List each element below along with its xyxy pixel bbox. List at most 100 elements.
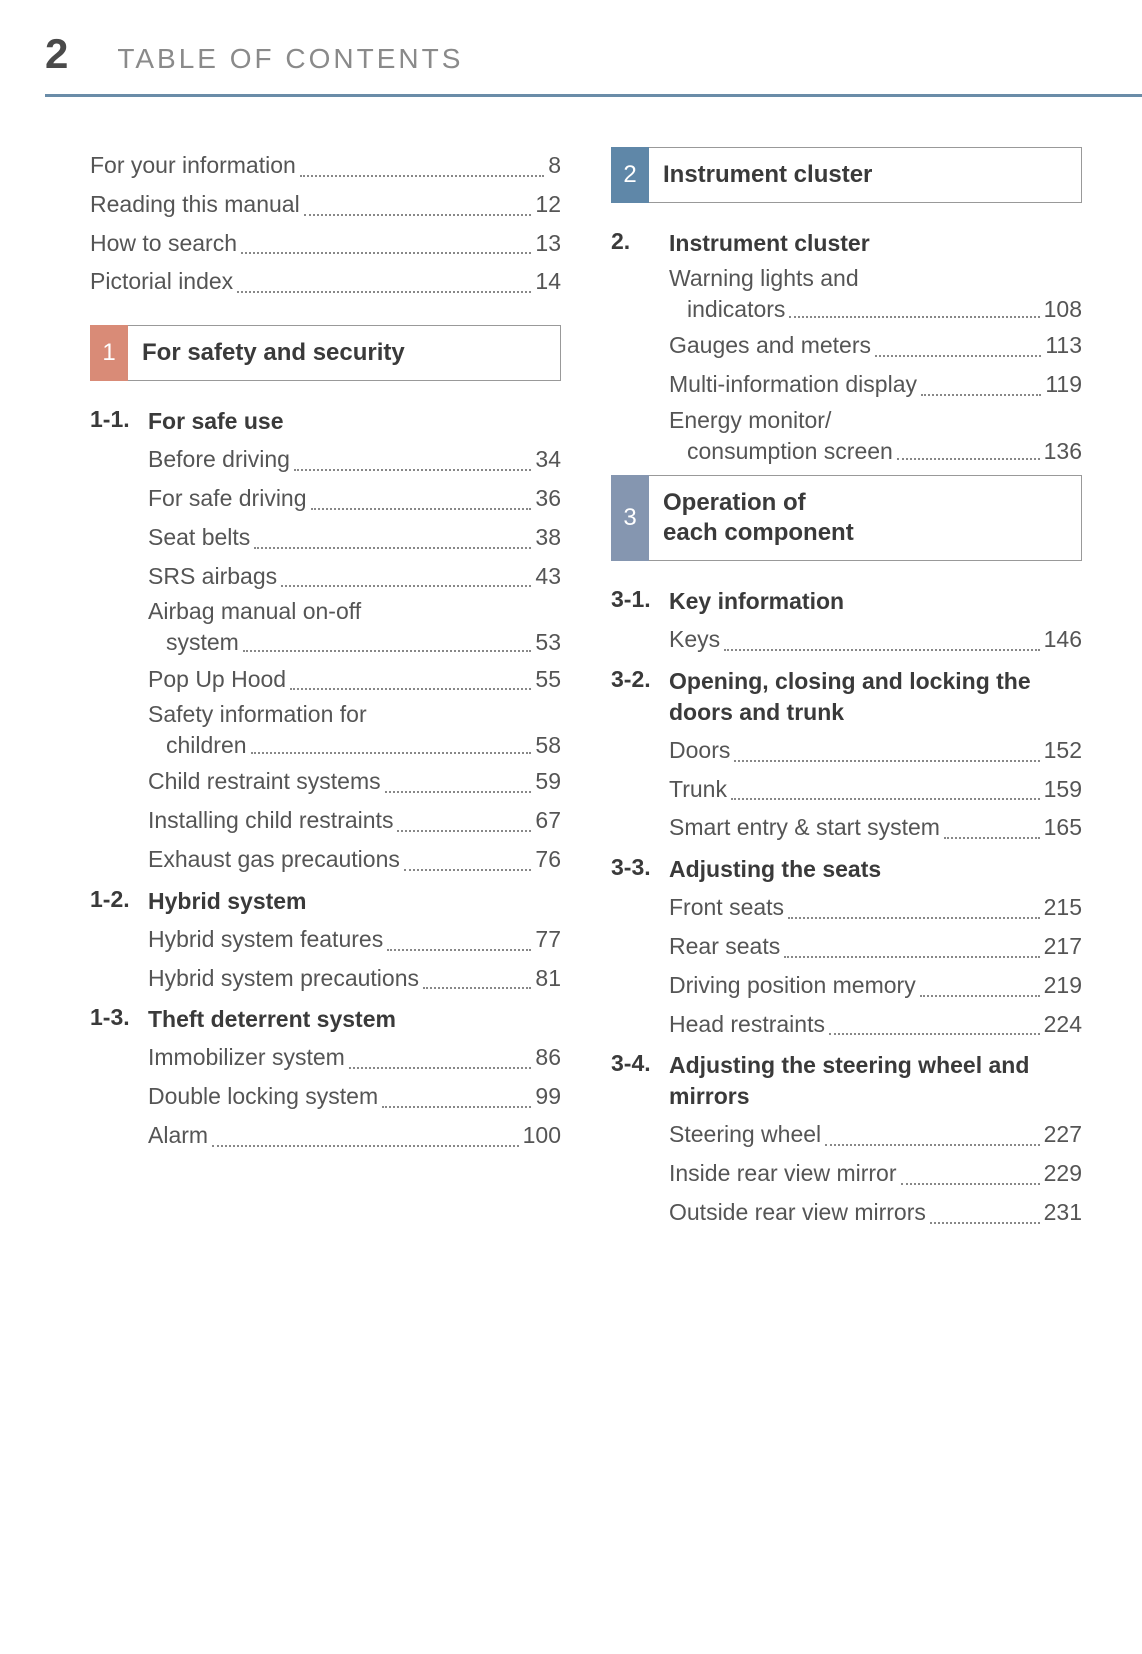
toc-entry: Energy monitor/consumption screen136: [669, 405, 1082, 467]
subsection-number: 1-2.: [90, 886, 148, 999]
subsection: 1-1.For safe use Before driving34For safe…: [90, 406, 561, 880]
leader-dots: [897, 458, 1040, 460]
toc-label: Trunk: [669, 771, 727, 808]
toc-entry: Driving position memory219: [669, 967, 1082, 1004]
toc-page: 81: [535, 960, 561, 997]
leader-dots: [304, 214, 532, 216]
intro-entry: Reading this manual12: [90, 186, 561, 223]
toc-label: For your information: [90, 147, 296, 184]
toc-page: 227: [1044, 1116, 1082, 1153]
subsection: 1-2.Hybrid systemHybrid system features7…: [90, 886, 561, 999]
toc-label: Front seats: [669, 889, 784, 926]
toc-label: Gauges and meters: [669, 327, 871, 364]
toc-page: 231: [1044, 1194, 1082, 1231]
subsection-number: 1-1.: [90, 406, 148, 880]
leader-dots: [825, 1144, 1039, 1146]
toc-label: Child restraint systems: [148, 763, 381, 800]
toc-page: 67: [535, 802, 561, 839]
toc-entry: Gauges and meters 113: [669, 327, 1082, 364]
toc-page: 100: [523, 1117, 561, 1154]
toc-label: Warning lights and: [669, 263, 1082, 294]
toc-entry: Airbag manual on-offsystem 53: [148, 596, 561, 658]
subsection-title: Theft deterrent system: [148, 1004, 561, 1035]
leader-dots: [901, 1183, 1040, 1185]
leader-dots: [423, 987, 531, 989]
section-number: 2: [611, 147, 649, 203]
toc-page: 224: [1044, 1006, 1082, 1043]
section-header: 1For safety and security: [90, 325, 561, 381]
toc-entry: Safety information forchildren58: [148, 699, 561, 761]
toc-label: Exhaust gas precautions: [148, 841, 400, 878]
leader-dots: [385, 791, 532, 793]
toc-label: Airbag manual on-off: [148, 596, 561, 627]
toc-label: Reading this manual: [90, 186, 300, 223]
content-columns: For your information8Reading this manual…: [0, 97, 1142, 1239]
toc-label: system: [166, 627, 239, 658]
toc-label: Head restraints: [669, 1006, 825, 1043]
toc-entry: Doors 152: [669, 732, 1082, 769]
leader-dots: [237, 291, 531, 293]
toc-page: 34: [535, 441, 561, 478]
toc-page: 99: [535, 1078, 561, 1115]
leader-dots: [349, 1067, 532, 1069]
toc-entry: Trunk159: [669, 771, 1082, 808]
toc-entry: Installing child restraints67: [148, 802, 561, 839]
subsection-number: 3-3.: [611, 854, 669, 1044]
toc-entry: Hybrid system features77: [148, 921, 561, 958]
subsection-title: Key information: [669, 586, 1082, 617]
subsection-title: Opening, closing and locking the doors a…: [669, 666, 1082, 728]
toc-page: 113: [1045, 327, 1082, 364]
toc-page: 229: [1044, 1155, 1082, 1192]
toc-entry: Inside rear view mirror229: [669, 1155, 1082, 1192]
toc-label: For safe driving: [148, 480, 307, 517]
leader-dots: [731, 798, 1040, 800]
toc-page: 53: [535, 627, 561, 658]
subsection: 1-3.Theft deterrent systemImmobilizer sy…: [90, 1004, 561, 1155]
toc-label: Double locking system: [148, 1078, 378, 1115]
toc-label: Energy monitor/: [669, 405, 1082, 436]
toc-label: Safety information for: [148, 699, 561, 730]
leader-dots: [281, 585, 531, 587]
toc-entry: Head restraints 224: [669, 1006, 1082, 1043]
toc-entry: SRS airbags43: [148, 558, 561, 595]
section-number: 1: [90, 325, 128, 381]
toc-entry: Rear seats217: [669, 928, 1082, 965]
toc-label: Multi-information display: [669, 366, 917, 403]
toc-label: Immobilizer system: [148, 1039, 345, 1076]
toc-page: 136: [1044, 436, 1082, 467]
subsection: 3-4.Adjusting the steering wheel and mir…: [611, 1050, 1082, 1232]
subsection-title: For safe use: [148, 406, 561, 437]
toc-page: 14: [535, 263, 561, 300]
toc-entry: Child restraint systems59: [148, 763, 561, 800]
toc-label: Smart entry & start system: [669, 809, 940, 846]
subsection-title: Instrument cluster: [669, 228, 1082, 259]
toc-page: 219: [1044, 967, 1082, 1004]
leader-dots: [921, 394, 1041, 396]
intro-entry: For your information8: [90, 147, 561, 184]
toc-entry: Front seats215: [669, 889, 1082, 926]
leader-dots: [397, 830, 531, 832]
leader-dots: [212, 1145, 519, 1147]
toc-page: 108: [1044, 294, 1082, 325]
subsection-number: 3-2.: [611, 666, 669, 848]
toc-label: Pop Up Hood: [148, 661, 286, 698]
left-column: For your information8Reading this manual…: [90, 147, 561, 1239]
page-number: 2: [45, 30, 67, 78]
toc-label: Doors: [669, 732, 730, 769]
toc-entry: Double locking system 99: [148, 1078, 561, 1115]
toc-label: children: [166, 730, 247, 761]
intro-entry: How to search13: [90, 225, 561, 262]
toc-page: 152: [1044, 732, 1082, 769]
subsection: 3-1.Key informationKeys146: [611, 586, 1082, 660]
toc-label: Keys: [669, 621, 720, 658]
leader-dots: [251, 752, 532, 754]
toc-label: Hybrid system precautions: [148, 960, 419, 997]
leader-dots: [243, 650, 532, 652]
toc-label: Hybrid system features: [148, 921, 383, 958]
leader-dots: [300, 175, 544, 177]
intro-entry: Pictorial index14: [90, 263, 561, 300]
leader-dots: [241, 252, 531, 254]
toc-entry: Before driving34: [148, 441, 561, 478]
intro-entries: For your information8Reading this manual…: [90, 147, 561, 300]
toc-page: 165: [1044, 809, 1082, 846]
